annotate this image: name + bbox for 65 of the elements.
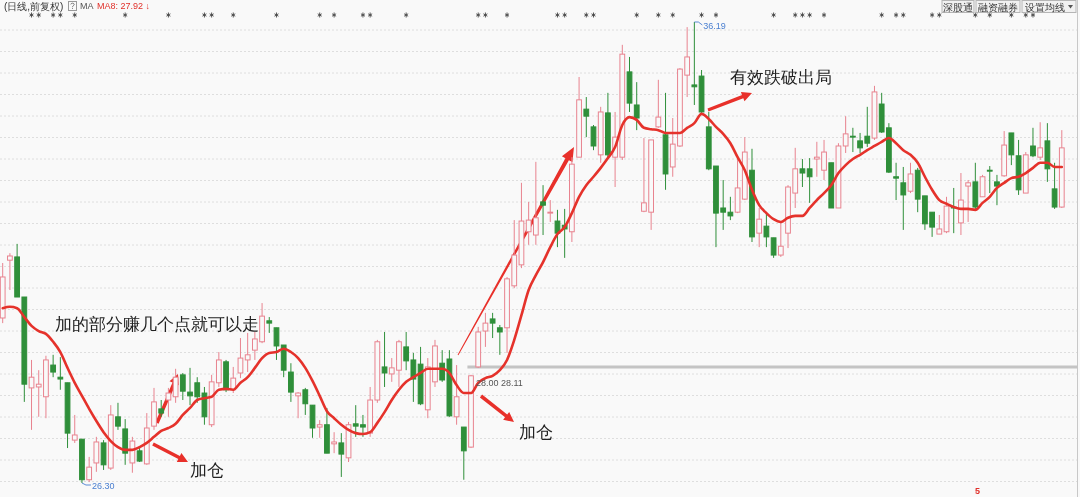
candlestick [691, 21, 698, 106]
candlestick [842, 115, 849, 154]
button: 设置均线 [1021, 0, 1077, 13]
candlestick [799, 158, 806, 188]
candlestick [295, 391, 301, 419]
annotation: 加仓 [519, 423, 553, 442]
candlestick [590, 124, 597, 151]
candlestick [806, 157, 813, 204]
candlestick [129, 436, 136, 474]
candlestick [165, 387, 172, 418]
chart-title: (日线,前复权) [4, 1, 64, 12]
candlestick [540, 184, 546, 236]
candlestick [381, 331, 388, 388]
candlestick [1037, 121, 1044, 161]
candlestick [115, 402, 121, 431]
annotation: 有效跌破出局 [730, 68, 832, 87]
candlestick [979, 174, 986, 198]
candlestick [554, 209, 561, 248]
candlestick [655, 79, 662, 129]
candlestick [756, 207, 763, 248]
annotation: 36.19 [703, 21, 726, 31]
candlestick [900, 166, 907, 231]
annotation: 26.30 [91, 480, 115, 491]
candlestick [453, 364, 460, 426]
candlestick [331, 431, 337, 454]
candlestick [986, 165, 993, 194]
candlestick [1008, 132, 1015, 166]
candlestick [50, 354, 57, 378]
candlestick [172, 368, 179, 404]
text: MA8: 27.92 ↓ [97, 1, 151, 11]
candlestick [302, 387, 309, 416]
candlestick [288, 362, 294, 403]
candlestick [770, 237, 777, 259]
candlestick [460, 426, 467, 481]
candlestick [907, 162, 914, 194]
candlestick [958, 172, 964, 236]
text: 5 [975, 486, 981, 496]
candlestick [496, 324, 503, 356]
annotation: 加仓 [190, 461, 224, 480]
candlestick [583, 96, 590, 138]
candlestick [338, 432, 345, 478]
candlestick [965, 179, 972, 223]
candlestick [893, 162, 899, 201]
candlestick [237, 337, 244, 379]
candlestick [309, 404, 316, 439]
candlestick [489, 312, 496, 339]
candlestick [7, 252, 13, 291]
candlestick [777, 221, 784, 258]
annotation: 加的部分赚几个点就可以走 [55, 315, 259, 334]
candlestick [849, 127, 856, 153]
candlestick [994, 174, 1000, 206]
candlestick [244, 332, 251, 373]
text: MA [80, 1, 94, 11]
button: 融资融券 [975, 0, 1021, 13]
candlestick [93, 436, 100, 473]
candlestick [71, 414, 78, 444]
candlestick [1030, 127, 1036, 158]
button: 深股通 [941, 0, 975, 13]
candlestick [1051, 162, 1058, 210]
candlestick [86, 456, 93, 483]
candlestick [763, 212, 770, 248]
candlestick [100, 439, 107, 471]
candlestick [633, 81, 640, 131]
candlestick [547, 199, 554, 223]
candlestick [57, 356, 64, 391]
